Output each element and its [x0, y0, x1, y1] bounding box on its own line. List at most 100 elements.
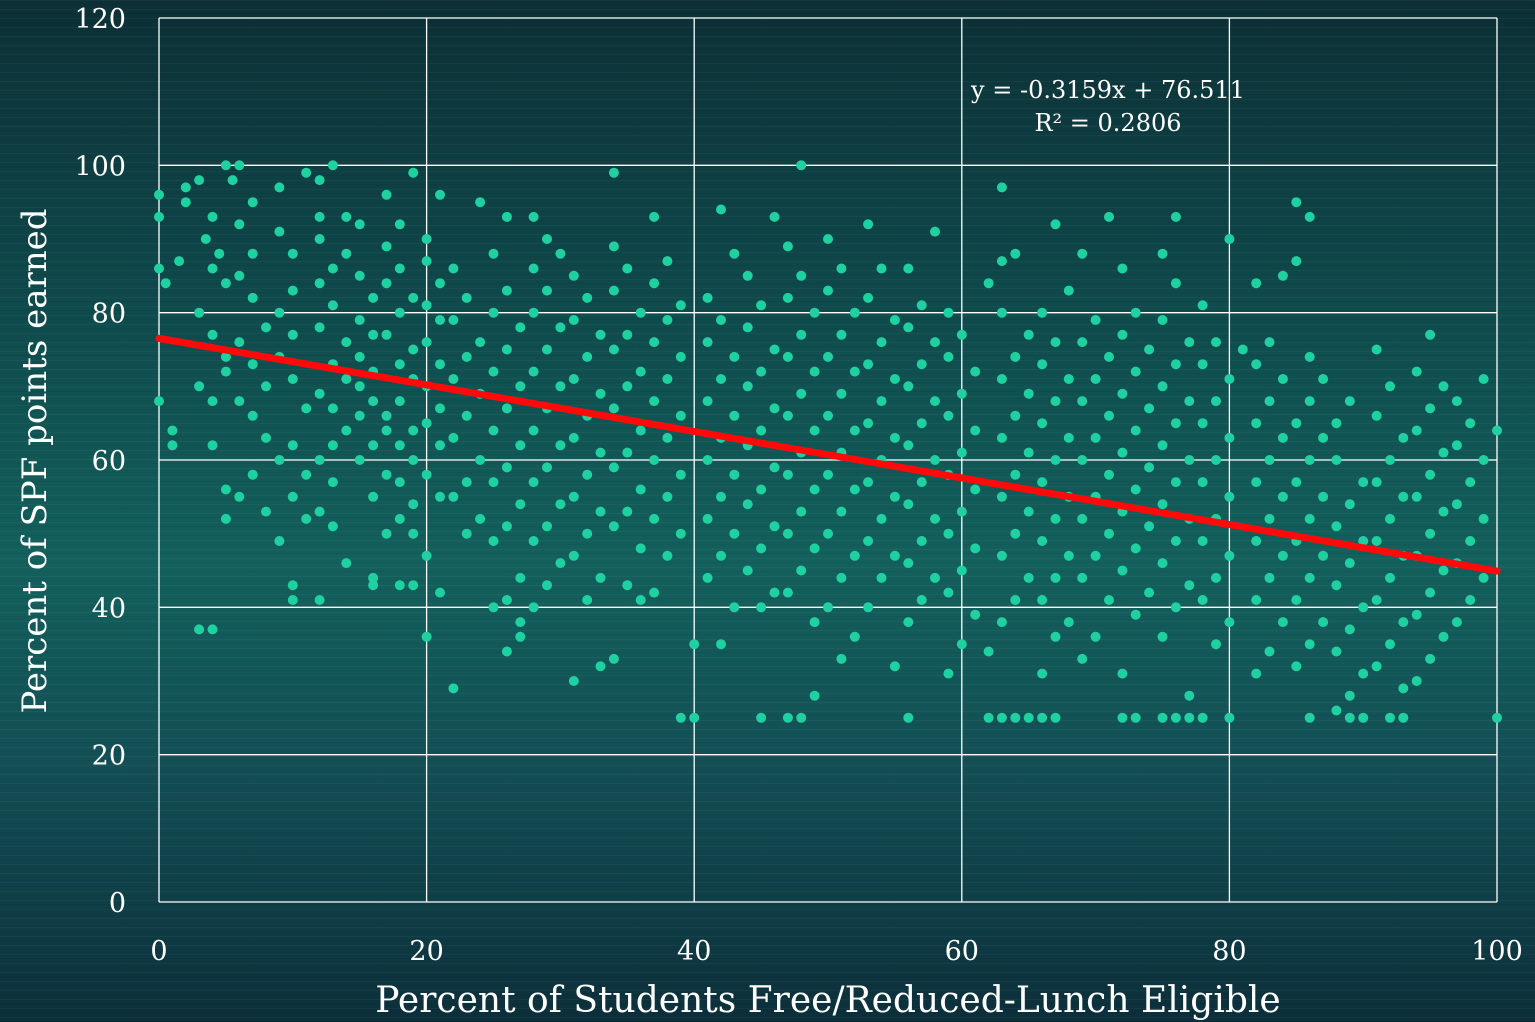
data-point [1304, 572, 1315, 583]
data-point [314, 234, 325, 244]
data-point [675, 300, 686, 311]
data-point [996, 432, 1007, 443]
data-point [274, 307, 285, 318]
data-point [542, 234, 552, 244]
data-point [595, 447, 606, 458]
data-point [1211, 572, 1221, 583]
data-point [729, 528, 740, 539]
data-point [1425, 653, 1436, 664]
data-point [930, 337, 940, 348]
data-point [1385, 572, 1395, 583]
data-point [421, 300, 432, 311]
data-point [1010, 469, 1021, 480]
data-point [327, 521, 338, 532]
data-point [1117, 712, 1128, 723]
data-point [1251, 595, 1262, 605]
data-point [796, 270, 807, 281]
data-point [956, 639, 967, 650]
data-point [889, 315, 900, 325]
data-point [622, 329, 633, 340]
data-point [823, 234, 833, 244]
data-point [996, 256, 1007, 267]
data-point [368, 396, 379, 407]
data-point [756, 366, 767, 377]
data-point [1277, 617, 1288, 628]
data-point [1050, 219, 1061, 230]
data-point [435, 491, 445, 502]
data-point [1358, 536, 1369, 546]
data-point [1264, 646, 1275, 657]
data-point [568, 374, 579, 384]
data-point [515, 322, 526, 333]
data-point [849, 425, 860, 436]
data-point [1425, 329, 1436, 340]
data-point [1010, 248, 1021, 259]
data-point [408, 425, 419, 436]
data-point [488, 366, 499, 377]
data-point [1184, 580, 1195, 591]
data-point [1170, 536, 1181, 546]
data-point [448, 315, 459, 325]
data-point [368, 580, 379, 591]
data-point [368, 572, 379, 583]
data-point [1117, 329, 1128, 340]
data-point [916, 300, 927, 311]
data-point [742, 381, 753, 392]
data-point [849, 366, 860, 377]
data-point [461, 292, 472, 303]
data-point [301, 469, 312, 480]
data-point [287, 491, 298, 502]
data-point [1144, 344, 1155, 355]
data-point [1385, 513, 1395, 524]
data-point [863, 219, 874, 230]
data-point [889, 432, 900, 443]
data-point [234, 270, 245, 281]
data-point [1211, 396, 1221, 407]
data-point [996, 307, 1007, 318]
data-point [354, 270, 365, 281]
data-point [1344, 712, 1355, 723]
data-point [809, 366, 820, 377]
data-point [716, 204, 726, 215]
data-point [1130, 543, 1141, 554]
data-point [1144, 521, 1155, 532]
data-point [1063, 617, 1074, 628]
data-point [1130, 425, 1141, 436]
data-point [1170, 418, 1181, 429]
data-point [368, 292, 379, 303]
data-point [943, 307, 954, 318]
data-point [903, 263, 914, 274]
data-point [501, 646, 512, 657]
data-point [1023, 447, 1034, 458]
data-point [488, 477, 499, 488]
data-point [1371, 661, 1382, 672]
data-point [756, 543, 767, 554]
data-point [1090, 631, 1101, 642]
data-point [716, 491, 726, 502]
data-point [1224, 491, 1235, 502]
data-point [675, 528, 686, 539]
data-point [287, 595, 298, 605]
data-point [729, 602, 740, 613]
data-point [381, 410, 392, 421]
data-point [863, 359, 874, 370]
data-point [1331, 418, 1342, 429]
data-point [1130, 609, 1141, 620]
data-point [782, 469, 793, 480]
data-point [996, 617, 1007, 628]
data-point [595, 329, 606, 340]
data-point [702, 337, 713, 348]
data-point [1104, 469, 1114, 480]
data-point [1438, 447, 1449, 458]
data-point [608, 521, 619, 532]
data-point [970, 609, 981, 620]
data-point [1264, 572, 1275, 583]
data-point [327, 300, 338, 311]
data-point [501, 521, 512, 532]
data-point [180, 182, 191, 193]
data-point [501, 344, 512, 355]
data-point [729, 410, 740, 421]
data-point [394, 440, 405, 451]
data-point [1010, 351, 1021, 362]
